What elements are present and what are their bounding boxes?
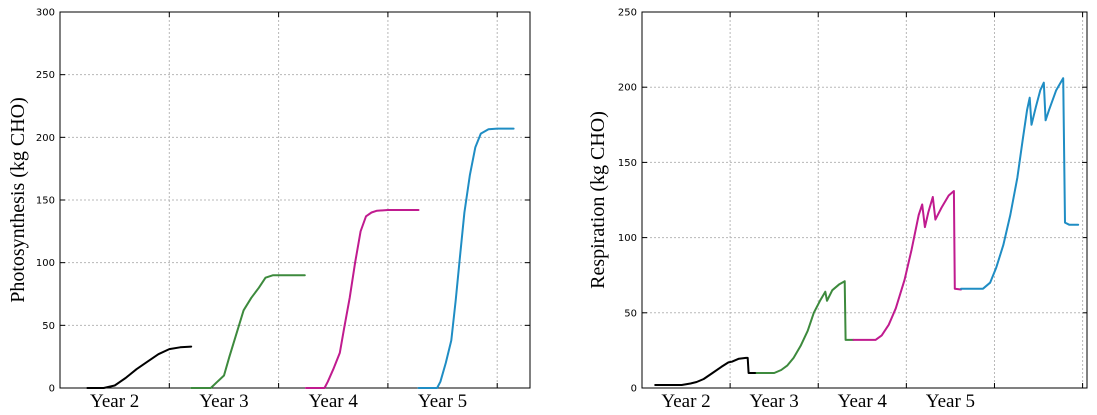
x-category-label: Year 5 [926, 391, 975, 412]
y-tick-label: 150 [36, 196, 55, 207]
y-tick-label: 150 [618, 158, 637, 169]
series-line-2 [755, 280, 855, 374]
series-line-3 [852, 190, 962, 341]
y-tick-label: 100 [618, 233, 637, 244]
x-category-label: Year 5 [418, 391, 467, 412]
x-category-label: Year 3 [199, 391, 248, 412]
respiration-chart: 0 50 100 150 200 250 Year 2 Year 3 Year 4 Year 5 R… [587, 8, 1088, 412]
y-tick-label: 0 [49, 384, 55, 395]
y-tick-label: 200 [618, 83, 637, 94]
y-axis-label: Respiration (kg CHO) [587, 111, 609, 289]
y-tick-label: 50 [42, 321, 55, 332]
y-tick-label: 0 [631, 384, 637, 395]
y-axis-label: Photosynthesis (kg CHO) [7, 97, 29, 303]
series-line-1 [86, 345, 193, 389]
series-line-2 [190, 274, 306, 389]
x-category-label: Year 4 [838, 391, 888, 412]
series-line-3 [304, 209, 420, 389]
x-category-label: Year 3 [750, 391, 799, 412]
series-line-4 [417, 127, 515, 389]
y-tick-label: 100 [36, 258, 55, 269]
y-tick-label: 200 [36, 133, 55, 144]
x-category-label: Year 2 [90, 391, 139, 412]
y-tick-label: 50 [624, 308, 637, 319]
plot-frame [641, 11, 1088, 389]
series-line-1 [654, 356, 758, 386]
photosynthesis-chart: 0 50 100 150 200 250 300 Year 2 Year 3 Year 4 Year… [7, 8, 531, 412]
plot-frame [59, 11, 531, 389]
y-tick-label: 250 [36, 70, 55, 81]
y-tick-label: 250 [618, 8, 637, 19]
x-category-label: Year 2 [661, 391, 710, 412]
y-tick-label: 300 [36, 8, 55, 19]
x-category-label: Year 4 [309, 391, 359, 412]
series-line-4 [960, 77, 1080, 290]
